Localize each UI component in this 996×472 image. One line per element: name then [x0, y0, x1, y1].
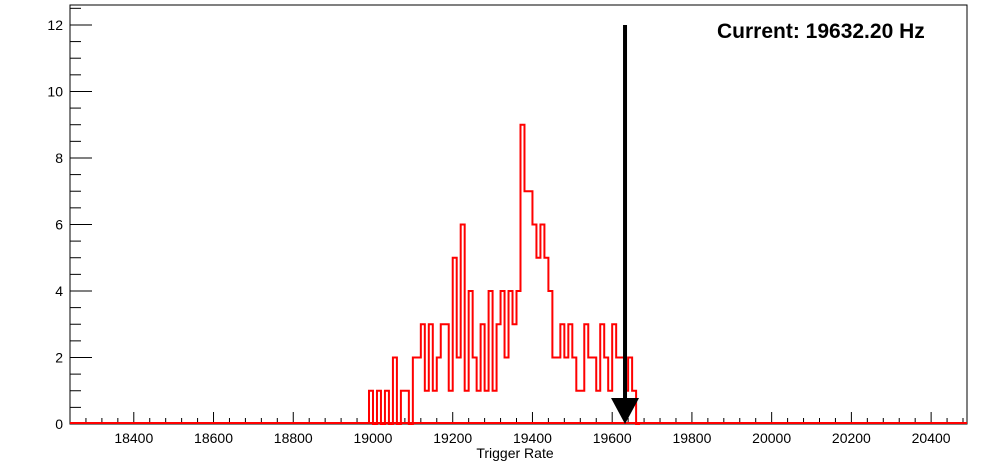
y-tick-label: 4	[55, 283, 63, 299]
y-tick-label: 6	[55, 216, 63, 232]
y-tick-label: 8	[55, 150, 63, 166]
x-tick-label: 18800	[274, 430, 313, 446]
histogram-series	[368, 123, 641, 425]
x-tick-label: 19800	[672, 430, 711, 446]
y-tick-label: 0	[55, 416, 63, 432]
x-tick-label: 19200	[433, 430, 472, 446]
y-axis: 0 2 4 6 8 10 12	[47, 7, 92, 432]
y-tick-label: 2	[55, 349, 63, 365]
x-tick-label: 19000	[354, 430, 393, 446]
x-tick-label: 20000	[752, 430, 791, 446]
current-rate-label: Current: 19632.20 Hz	[717, 20, 925, 43]
x-axis-title: Trigger Rate	[476, 445, 554, 461]
x-tick-label: 19600	[593, 430, 632, 446]
x-tick-label: 20400	[912, 430, 951, 446]
x-tick-label: 20200	[832, 430, 871, 446]
x-tick-label: 18400	[114, 430, 153, 446]
x-axis: 18400 18600 18800 19000 19200 19400 19600 19800…	[69, 412, 964, 446]
y-tick-label: 10	[47, 83, 63, 99]
plot-frame	[69, 4, 968, 425]
x-tick-label: 19400	[513, 430, 552, 446]
x-tick-label: 18600	[194, 430, 233, 446]
y-tick-label: 12	[47, 17, 63, 33]
current-rate-arrow-head	[611, 398, 640, 424]
